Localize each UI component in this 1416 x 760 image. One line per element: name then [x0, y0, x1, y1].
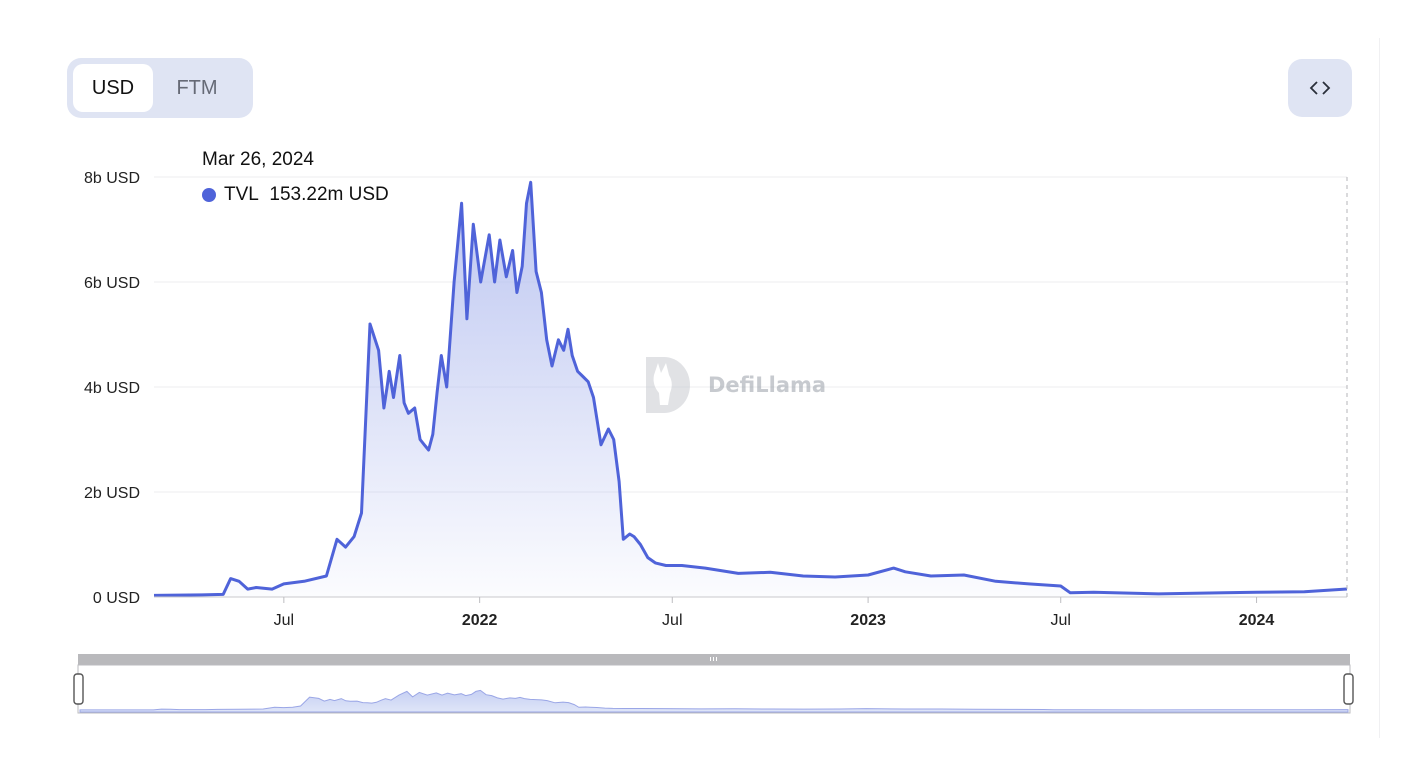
- defillama-watermark: DefiLlama: [642, 353, 826, 417]
- y-tick-label: 6b USD: [84, 275, 140, 292]
- panel-divider: [1379, 38, 1380, 738]
- x-tick-label: Jul: [662, 612, 682, 629]
- currency-ftm-button[interactable]: FTM: [176, 76, 218, 99]
- currency-toggle: USD FTM: [67, 58, 253, 118]
- x-tick-label: 2023: [850, 612, 886, 629]
- y-tick-label: 0 USD: [93, 590, 140, 607]
- x-tick-label: 2024: [1239, 612, 1275, 629]
- tooltip-date: Mar 26, 2024: [202, 149, 314, 170]
- range-navigator[interactable]: [73, 654, 1354, 714]
- navigator-window: [77, 664, 1351, 714]
- tooltip-series-dot: [202, 188, 216, 202]
- y-tick-label: 2b USD: [84, 485, 140, 502]
- tvl-area: [154, 182, 1347, 598]
- tooltip-spacer: [259, 184, 270, 206]
- y-axis: 0 USD 2b USD 4b USD 6b USD 8b USD: [84, 170, 140, 607]
- chart-grid: [154, 176, 1347, 493]
- embed-button[interactable]: [1288, 59, 1352, 117]
- y-tick-label: 4b USD: [84, 380, 140, 397]
- watermark-text: DefiLlama: [708, 373, 827, 397]
- currency-usd-button[interactable]: USD: [73, 64, 153, 112]
- y-tick-label: 8b USD: [84, 170, 140, 187]
- tooltip-value: 153.22m USD: [269, 184, 389, 205]
- tooltip-series-name: TVL: [224, 184, 259, 205]
- navigator-left-handle[interactable]: [73, 673, 84, 705]
- code-brackets-icon: [1309, 81, 1331, 95]
- llama-logo-icon: [646, 357, 690, 413]
- x-tick-label: Jul: [1050, 612, 1070, 629]
- x-axis: Jul 2022 Jul 2023 Jul 2024: [274, 597, 1275, 629]
- navigator-area: [79, 689, 1349, 713]
- navigator-right-handle[interactable]: [1343, 673, 1354, 705]
- tooltip-value-row: TVL 153.22m USD: [202, 184, 389, 206]
- x-tick-label: Jul: [274, 612, 294, 629]
- grip-icon: [710, 657, 717, 661]
- tvl-line: [153, 180, 1348, 597]
- x-tick-label: 2022: [462, 612, 498, 629]
